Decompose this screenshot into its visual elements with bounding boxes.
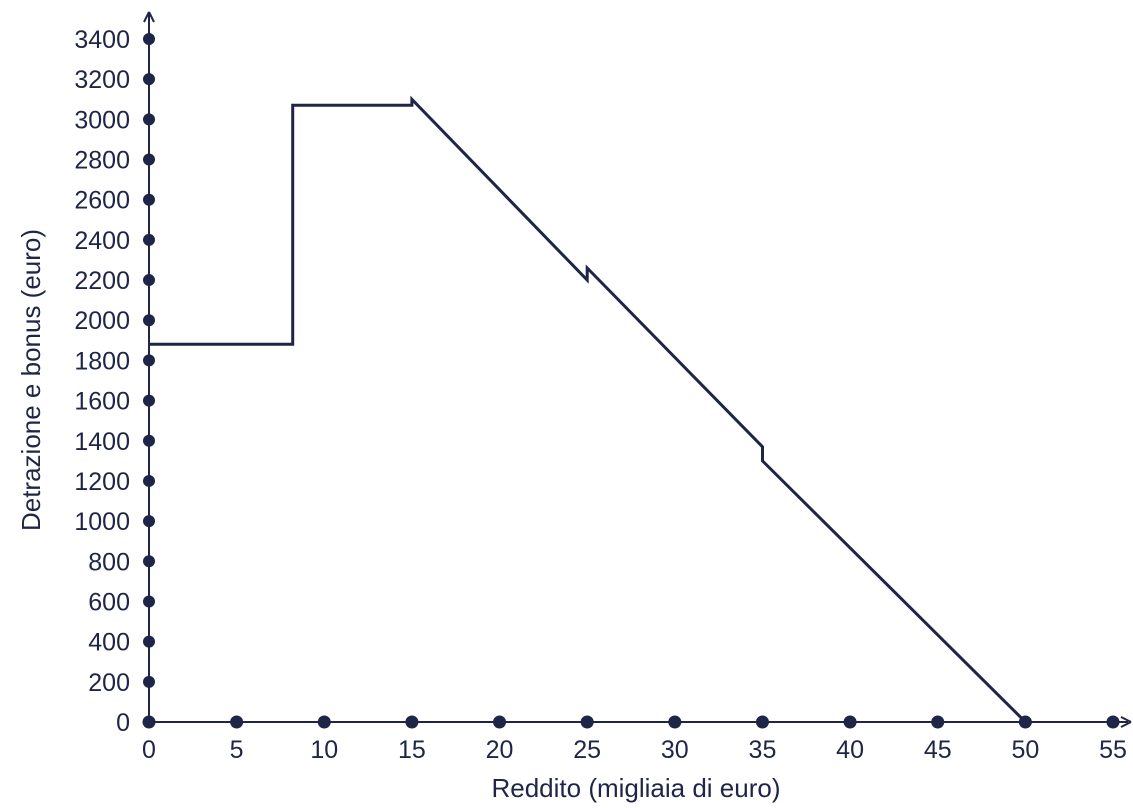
y-axis-arrow (143, 11, 155, 23)
y-tick-label-2200: 2200 (74, 267, 130, 295)
x-tick-dot-45 (931, 715, 945, 729)
y-tick-dot-2000 (143, 314, 155, 327)
x-tick-label-15: 15 (398, 736, 426, 764)
x-tick-label-20: 20 (486, 736, 514, 764)
x-tick-label-25: 25 (573, 736, 601, 764)
y-tick-dot-3400 (143, 33, 155, 45)
y-tick-label-600: 600 (88, 588, 130, 616)
x-tick-dot-15 (405, 715, 419, 729)
x-tick-dot-0 (142, 715, 156, 729)
y-tick-label-3200: 3200 (74, 66, 130, 94)
series-layer (149, 95, 1027, 724)
ticks: 0200400600800100012001400160018002000220… (74, 26, 1127, 764)
y-tick-dot-600 (143, 595, 155, 608)
y-tick-label-200: 200 (88, 669, 130, 697)
y-tick-label-1000: 1000 (74, 508, 130, 536)
y-tick-dot-2400 (143, 233, 155, 246)
y-tick-label-2600: 2600 (74, 187, 130, 215)
y-tick-label-1200: 1200 (74, 468, 130, 496)
x-tick-label-10: 10 (310, 736, 338, 764)
x-tick-dot-35 (755, 715, 769, 729)
y-tick-dot-1400 (143, 434, 155, 447)
y-tick-dot-1000 (143, 515, 155, 528)
y-tick-label-3400: 3400 (74, 26, 130, 54)
y-tick-dot-2200 (143, 274, 155, 287)
y-tick-label-1800: 1800 (74, 347, 130, 375)
y-tick-dot-2800 (143, 153, 155, 166)
y-tick-dot-1600 (143, 394, 155, 407)
x-tick-dot-20 (493, 715, 507, 729)
y-tick-dot-3000 (143, 113, 155, 126)
y-tick-label-1600: 1600 (74, 388, 130, 416)
y-tick-dot-1200 (143, 474, 155, 487)
y-tick-label-2400: 2400 (74, 227, 130, 255)
x-tick-dot-25 (580, 715, 594, 729)
x-tick-label-5: 5 (230, 736, 244, 764)
y-tick-label-2000: 2000 (74, 307, 130, 335)
x-axis-title: Reddito (migliaia di euro) (491, 773, 780, 803)
y-tick-label-2800: 2800 (74, 147, 130, 175)
y-tick-label-1400: 1400 (74, 428, 130, 456)
y-tick-dot-400 (143, 635, 155, 648)
y-tick-label-0: 0 (116, 709, 130, 737)
y-tick-label-800: 800 (88, 548, 130, 576)
y-axis-title: Detrazione e bonus (euro) (16, 229, 46, 531)
y-tick-dot-200 (143, 675, 155, 688)
x-tick-label-55: 55 (1099, 736, 1127, 764)
x-tick-label-0: 0 (142, 736, 156, 764)
x-tick-label-35: 35 (749, 736, 777, 764)
y-tick-dot-800 (143, 555, 155, 568)
y-tick-dot-2600 (143, 193, 155, 206)
x-tick-dot-40 (843, 715, 857, 729)
series-line-0 (149, 95, 1027, 724)
x-tick-dot-55 (1106, 715, 1120, 729)
y-tick-dot-1800 (143, 354, 155, 367)
x-tick-label-45: 45 (924, 736, 952, 764)
x-axis-arrow (1120, 716, 1132, 728)
x-tick-dot-10 (317, 715, 331, 729)
x-tick-label-30: 30 (661, 736, 689, 764)
x-tick-label-40: 40 (836, 736, 864, 764)
y-tick-label-400: 400 (88, 629, 130, 657)
x-tick-dot-5 (230, 715, 244, 729)
y-tick-label-3000: 3000 (74, 106, 130, 134)
y-tick-dot-3200 (143, 73, 155, 86)
x-tick-dot-30 (668, 715, 682, 729)
x-tick-label-50: 50 (1011, 736, 1039, 764)
